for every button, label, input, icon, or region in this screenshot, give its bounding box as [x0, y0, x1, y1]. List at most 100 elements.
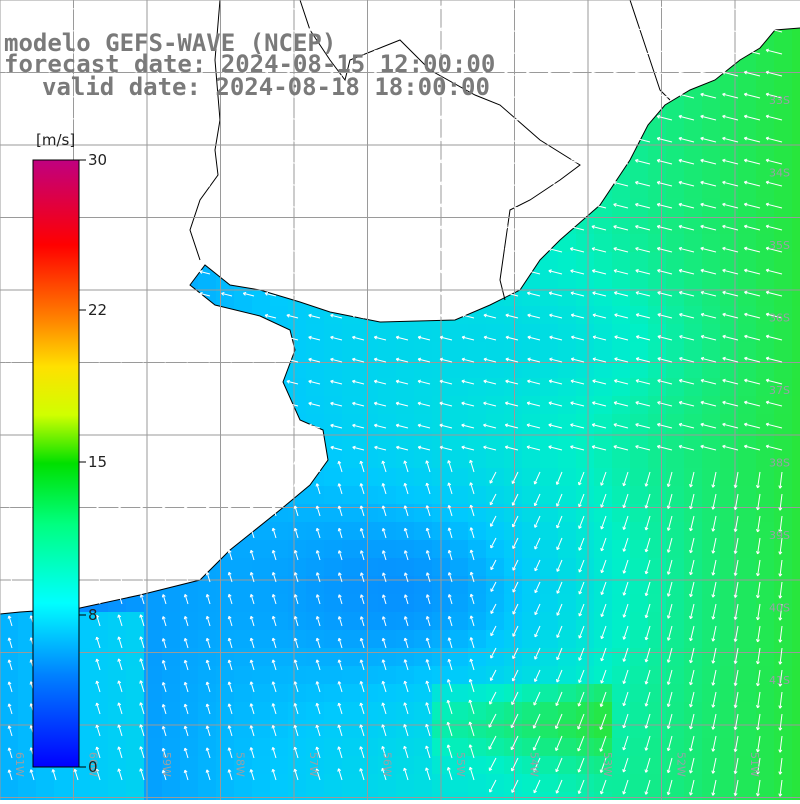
speed-cell	[378, 342, 396, 360]
speed-cell	[324, 684, 342, 702]
speed-cell	[270, 702, 288, 720]
speed-cell	[360, 756, 378, 774]
speed-cell	[594, 378, 612, 396]
wind-arrow	[221, 5, 233, 11]
speed-cell	[108, 774, 126, 792]
wind-arrow	[90, 28, 101, 33]
speed-cell	[270, 558, 288, 576]
speed-cell	[738, 666, 756, 684]
speed-cell	[558, 432, 576, 450]
speed-cell	[450, 756, 468, 774]
speed-cell	[648, 576, 666, 594]
wind-arrow	[199, 50, 211, 55]
speed-cell	[684, 630, 702, 648]
speed-cell	[774, 360, 792, 378]
speed-cell	[288, 306, 306, 324]
speed-cell	[522, 360, 540, 378]
speed-cell	[252, 738, 270, 756]
speed-cell	[378, 684, 396, 702]
speed-cell	[468, 360, 486, 378]
speed-cell	[36, 774, 54, 792]
speed-cell	[486, 630, 504, 648]
speed-cell	[252, 684, 270, 702]
speed-cell	[468, 414, 486, 432]
colorbar-tick-8: 8	[88, 606, 98, 624]
speed-cell	[414, 342, 432, 360]
speed-cell	[360, 396, 378, 414]
speed-cell	[792, 756, 800, 774]
country-border	[189, 0, 671, 301]
speed-cell	[414, 792, 432, 804]
speed-cell	[540, 576, 558, 594]
speed-cell	[774, 774, 792, 792]
speed-cell	[468, 522, 486, 540]
speed-cell	[108, 756, 126, 774]
wind-arrow	[547, 27, 563, 33]
wind-arrow	[438, 27, 453, 33]
wind-arrow	[90, 6, 101, 11]
speed-cell	[504, 702, 522, 720]
speed-cell	[486, 432, 504, 450]
speed-cell	[702, 468, 720, 486]
speed-cell	[108, 738, 126, 756]
speed-cell	[126, 594, 144, 612]
colorbar-unit: [m/s]	[36, 131, 76, 149]
speed-cell	[270, 756, 288, 774]
speed-cell	[684, 594, 702, 612]
speed-cell	[738, 360, 756, 378]
speed-cell	[504, 630, 522, 648]
speed-cell	[378, 774, 396, 792]
speed-cell	[360, 378, 378, 396]
speed-cell	[450, 612, 468, 630]
speed-cell	[324, 342, 342, 360]
speed-cell	[414, 396, 432, 414]
speed-cell	[666, 558, 684, 576]
speed-cell	[342, 684, 360, 702]
wind-arrow	[330, 27, 343, 33]
speed-cell	[414, 630, 432, 648]
speed-cell	[522, 324, 540, 342]
speed-cell	[684, 306, 702, 324]
wind-arrow	[351, 27, 365, 33]
speed-cell	[540, 684, 558, 702]
speed-cell	[702, 774, 720, 792]
speed-cell	[576, 432, 594, 450]
speed-cell	[594, 450, 612, 468]
speed-cell	[414, 684, 432, 702]
speed-cell	[738, 252, 756, 270]
speed-cell	[756, 396, 774, 414]
speed-cell	[756, 414, 774, 432]
speed-cell	[774, 576, 792, 594]
speed-cell	[54, 774, 72, 792]
wind-arrow	[765, 26, 783, 33]
speed-cell	[216, 288, 234, 306]
speed-cell	[792, 288, 800, 306]
speed-cell	[450, 666, 468, 684]
speed-cell	[522, 504, 540, 522]
speed-cell	[702, 612, 720, 630]
speed-cell	[180, 648, 198, 666]
speed-cell	[720, 360, 738, 378]
speed-cell	[558, 360, 576, 378]
speed-cell	[666, 666, 684, 684]
speed-cell	[378, 558, 396, 576]
speed-cell	[450, 648, 468, 666]
speed-cell	[486, 324, 504, 342]
speed-cell	[612, 792, 630, 804]
wind-arrow	[242, 5, 255, 11]
speed-cell	[162, 684, 180, 702]
speed-cell	[756, 234, 774, 252]
speed-cell	[738, 738, 756, 756]
speed-cell	[630, 450, 648, 468]
speed-cell	[792, 198, 800, 216]
speed-cell	[378, 504, 396, 522]
speed-cell	[414, 378, 432, 396]
wind-arrow	[351, 5, 365, 11]
wind-arrow	[373, 49, 387, 55]
speed-cell	[0, 792, 18, 804]
speed-cell	[792, 324, 800, 342]
speed-cell	[522, 522, 540, 540]
speed-cell	[504, 486, 522, 504]
speed-cell	[630, 684, 648, 702]
speed-cell	[594, 504, 612, 522]
